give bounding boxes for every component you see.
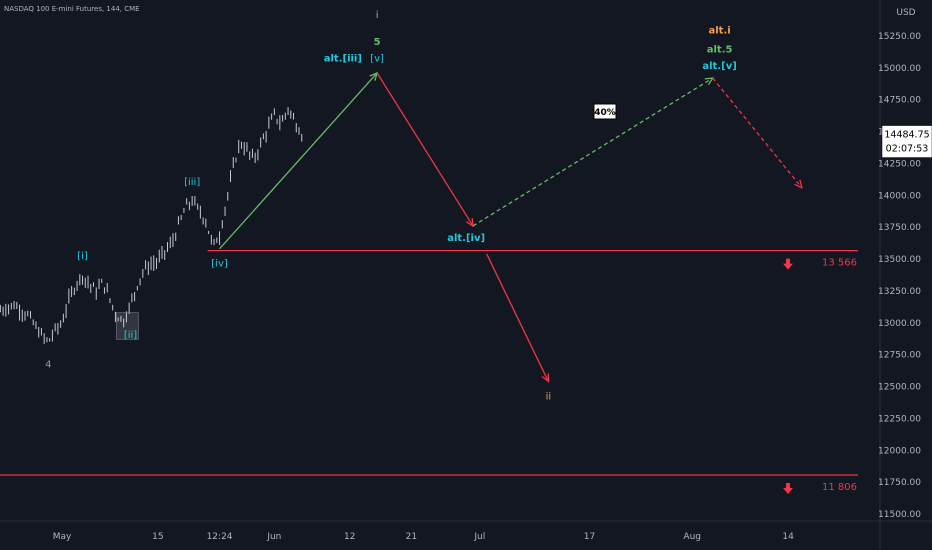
y-tick-label: 11750.00 <box>878 478 921 488</box>
y-tick-label: 14000.00 <box>878 191 921 201</box>
y-tick-label: 15000.00 <box>878 64 921 74</box>
y-tick-label: 15250.00 <box>878 32 921 42</box>
price-bars <box>0 107 303 344</box>
probability-badge <box>593 103 617 120</box>
scenario-arrowhead <box>541 373 550 383</box>
wave-label: i <box>376 10 379 21</box>
support-label: 13 566 <box>822 258 857 269</box>
wave-label: [iv] <box>211 259 228 270</box>
y-tick-label: 13500.00 <box>878 255 921 265</box>
x-tick-label: Jun <box>266 532 281 542</box>
y-tick-label: 12250.00 <box>878 414 921 424</box>
scenario-line <box>486 253 549 382</box>
wave-label: alt.[v] <box>702 61 736 72</box>
wave-label: [ii] <box>124 330 137 341</box>
y-tick-label: 14250.00 <box>878 159 921 169</box>
support-label: 11 806 <box>822 482 857 493</box>
currency-label: USD <box>896 8 915 18</box>
scenario-line <box>712 77 803 189</box>
x-tick-label: 12 <box>344 532 355 542</box>
probability-badge-text: 40% <box>594 108 616 118</box>
wave-label: [v] <box>370 53 384 64</box>
bar-countdown: 02:07:53 <box>886 144 929 155</box>
wave-label: alt.[iv] <box>447 233 485 244</box>
y-tick-label: 12500.00 <box>878 383 921 393</box>
scenario-arrowhead <box>794 179 803 189</box>
y-tick-label: 13250.00 <box>878 287 921 297</box>
last-price-marker <box>881 125 932 158</box>
x-tick-label: 21 <box>406 532 417 542</box>
down-arrow-icon <box>783 482 793 494</box>
y-tick-label: 12750.00 <box>878 351 921 361</box>
y-tick-label: 11500.00 <box>878 510 921 520</box>
y-tick-label: 14750.00 <box>878 96 921 106</box>
x-tick-label: 15 <box>152 532 163 542</box>
last-price-value: 14484.75 <box>884 130 929 141</box>
wave-label: [i] <box>77 251 88 262</box>
scenario-arrowhead <box>704 77 715 86</box>
scenario-line <box>472 77 714 227</box>
down-arrow-icon <box>783 258 793 270</box>
x-tick-label: 12:24 <box>207 532 233 542</box>
wave-label: ii <box>546 391 552 402</box>
wave-label: alt.i <box>709 25 731 36</box>
x-tick-label: Aug <box>683 532 701 542</box>
x-tick-label: 17 <box>584 532 595 542</box>
wave-ii-highlight-box <box>116 312 139 340</box>
wave-label: [iii] <box>184 177 200 188</box>
wave-label: 5 <box>374 37 381 48</box>
wave-label: 4 <box>45 359 51 370</box>
scenario-arrowhead <box>465 217 474 228</box>
scenario-line <box>376 72 474 227</box>
chart-title: NASDAQ 100 E-mini Futures, 144, CME <box>4 5 140 13</box>
wave-label: alt.5 <box>707 45 733 56</box>
y-tick-label: 13000.00 <box>878 319 921 329</box>
scenario-line <box>219 72 378 250</box>
x-tick-label: 14 <box>782 532 794 542</box>
wave-label: alt.[iii] <box>324 53 362 64</box>
x-tick-label: May <box>53 532 72 542</box>
y-tick-label: 13750.00 <box>878 223 921 233</box>
y-tick-label: 12000.00 <box>878 446 921 456</box>
x-tick-label: Jul <box>473 532 485 542</box>
